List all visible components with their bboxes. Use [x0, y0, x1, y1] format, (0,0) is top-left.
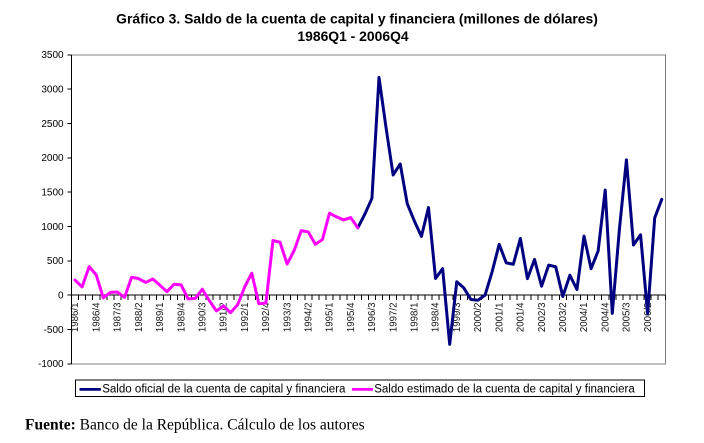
svg-text:2500: 2500 [41, 119, 64, 130]
svg-text:1987/3: 1987/3 [113, 303, 124, 333]
svg-text:-500: -500 [44, 325, 64, 336]
svg-text:1995/4: 1995/4 [346, 302, 357, 332]
svg-text:1986/1: 1986/1 [70, 303, 81, 333]
svg-text:2001/4: 2001/4 [516, 302, 527, 332]
svg-text:Gráfico 3. Saldo de la cuenta: Gráfico 3. Saldo de la cuenta de capital… [116, 11, 598, 27]
svg-text:1993/3: 1993/3 [282, 303, 293, 333]
svg-text:0: 0 [58, 291, 64, 302]
svg-text:1998/1: 1998/1 [410, 303, 421, 333]
svg-text:1998/4: 1998/4 [431, 302, 442, 332]
svg-text:2000: 2000 [41, 153, 64, 164]
svg-text:2005/3: 2005/3 [622, 303, 633, 333]
svg-text:Fuente: Banco de la República.: Fuente: Banco de la República. Cálculo d… [25, 416, 365, 433]
svg-text:1500: 1500 [41, 188, 64, 199]
svg-text:2002/3: 2002/3 [537, 303, 548, 333]
svg-text:1997/2: 1997/2 [388, 303, 399, 333]
svg-text:1996/3: 1996/3 [367, 303, 378, 333]
svg-text:500: 500 [47, 256, 64, 267]
svg-text:2004/4: 2004/4 [600, 302, 611, 332]
svg-text:Saldo estimado de la cuenta de: Saldo estimado de la cuenta de capital y… [374, 384, 635, 396]
svg-text:2004/1: 2004/1 [579, 303, 590, 333]
svg-text:1999/3: 1999/3 [452, 303, 463, 333]
svg-text:2006/2: 2006/2 [643, 303, 654, 333]
svg-text:2000/2: 2000/2 [473, 303, 484, 333]
svg-text:1992/4: 1992/4 [261, 302, 272, 332]
svg-text:1986Q1 - 2006Q4: 1986Q1 - 2006Q4 [297, 28, 408, 44]
svg-text:1989/1: 1989/1 [155, 303, 166, 333]
svg-text:1990/3: 1990/3 [197, 303, 208, 333]
svg-text:1994/2: 1994/2 [304, 303, 315, 333]
svg-text:1992/1: 1992/1 [240, 303, 251, 333]
svg-text:1986/4: 1986/4 [91, 302, 102, 332]
svg-text:1988/2: 1988/2 [134, 303, 145, 333]
svg-text:2003/2: 2003/2 [558, 303, 569, 333]
svg-text:3000: 3000 [41, 85, 64, 96]
svg-text:1995/1: 1995/1 [325, 303, 336, 333]
svg-text:1989/4: 1989/4 [176, 302, 187, 332]
svg-text:3500: 3500 [41, 50, 64, 61]
svg-text:2001/1: 2001/1 [494, 303, 505, 333]
svg-text:-1000: -1000 [38, 359, 64, 370]
svg-text:1000: 1000 [41, 222, 64, 233]
svg-text:Saldo oficial de la cuenta de: Saldo oficial de la cuenta de capital y … [102, 384, 346, 396]
svg-text:1991/2: 1991/2 [219, 303, 230, 333]
